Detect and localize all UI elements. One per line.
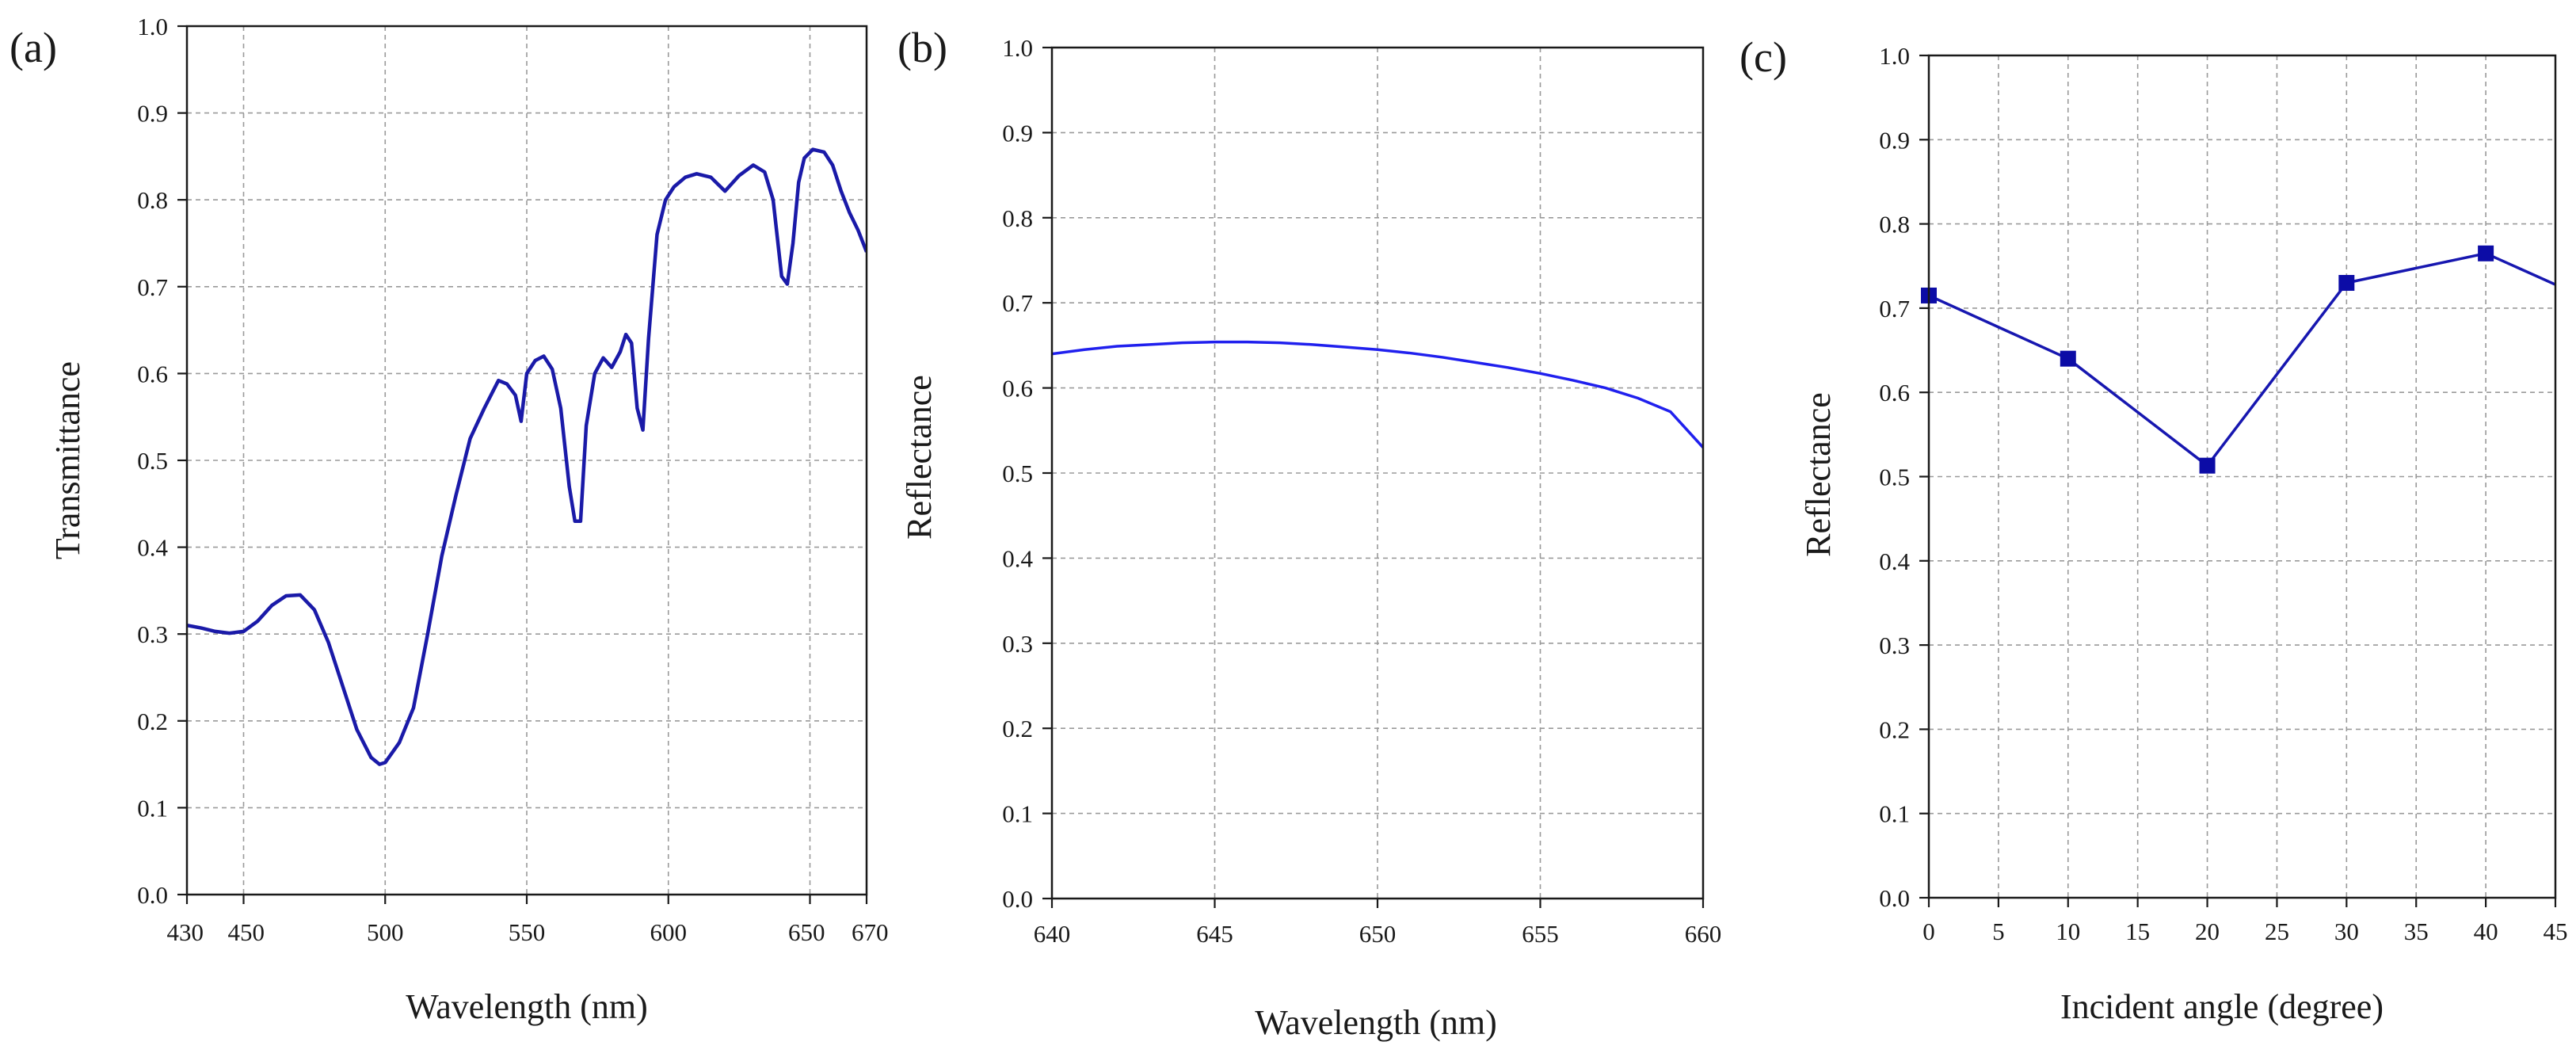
x-tick-label: 650 [1359, 920, 1397, 948]
y-tick-label: 0.7 [137, 273, 168, 301]
x-tick-label: 40 [2474, 918, 2498, 945]
panel-c: 0.0 0.1 0.2 0.3 0.4 0.5 0.6 0.7 0.8 0.9 1.0 0 5 10 15 2… [1740, 33, 2568, 1026]
y-tick-label: 0.9 [137, 100, 168, 128]
y-axis-label: Reflectance [1799, 392, 1838, 557]
x-tick-label: 10 [2056, 918, 2080, 945]
y-tick-label: 0.7 [1879, 295, 1910, 322]
data-point-marker [2199, 457, 2216, 474]
y-tick-label: 0.5 [1879, 464, 1910, 491]
series-line-c [1929, 252, 2555, 467]
x-tick-label: 430 [167, 918, 204, 946]
y-tick-label: 0.7 [1002, 289, 1033, 317]
y-tick-label: 0.3 [1002, 630, 1033, 658]
y-tick-label: 0.3 [137, 620, 168, 648]
y-tick-label: 1.0 [1002, 34, 1033, 62]
x-tick-label: 640 [1034, 920, 1071, 948]
x-tick-label: 670 [852, 918, 889, 946]
x-tick-label: 660 [1685, 920, 1722, 948]
y-tick-label: 0.0 [137, 881, 168, 909]
y-tick-label: 0.1 [1002, 800, 1033, 828]
data-point-marker [2338, 275, 2355, 292]
x-axis-label: Wavelength (nm) [1255, 1003, 1497, 1042]
data-point-marker [2060, 350, 2076, 367]
y-tick-label: 1.0 [1879, 42, 1910, 70]
y-tick-label: 0.8 [1879, 211, 1910, 238]
x-tick-label: 450 [228, 918, 265, 946]
x-tick-label: 30 [2334, 918, 2359, 945]
panel-label-b: (b) [897, 24, 947, 71]
y-tick-label: 0.6 [1879, 379, 1910, 406]
x-tick-label: 35 [2404, 918, 2429, 945]
y-tick-label: 0.8 [137, 186, 168, 214]
grid-c [1929, 55, 2555, 898]
x-tick-label: 600 [650, 918, 688, 946]
y-tick-label: 0.5 [137, 447, 168, 475]
y-axis-label: Reflectance [900, 375, 939, 540]
panel-b: 0.0 0.1 0.2 0.3 0.4 0.5 0.6 0.7 0.8 0.9 1.0 640 645 6… [897, 24, 1721, 1042]
y-tick-label: 0.0 [1002, 885, 1033, 913]
y-tick-label: 0.6 [137, 360, 168, 387]
panel-a: 0.0 0.1 0.2 0.3 0.4 0.5 0.6 0.7 0.8 0.9 1.0 430 450 5… [10, 13, 889, 1026]
x-axis-label: Wavelength (nm) [406, 987, 648, 1026]
y-tick-label: 0.4 [137, 534, 168, 562]
y-tick-label: 0.4 [1002, 544, 1033, 572]
panel-label-c: (c) [1740, 33, 1787, 81]
x-tick-label: 45 [2544, 918, 2568, 945]
data-point-marker [2478, 245, 2494, 261]
y-axis-label: Transmittance [48, 361, 87, 559]
y-tick-label: 0.2 [1879, 715, 1910, 743]
y-tick-label: 0.8 [1002, 204, 1033, 232]
y-tick-label: 0.0 [1879, 884, 1910, 912]
x-tick-label: 550 [509, 918, 546, 946]
x-tick-label: 15 [2125, 918, 2150, 945]
x-tick-label: 25 [2265, 918, 2289, 945]
panel-label-a: (a) [10, 24, 57, 71]
y-tick-label: 0.9 [1879, 126, 1910, 154]
x-tick-label: 655 [1522, 920, 1559, 948]
x-tick-label: 0 [1922, 918, 1935, 945]
x-tick-label: 5 [1992, 918, 2005, 945]
x-tick-label: 650 [788, 918, 825, 946]
x-tick-label: 20 [2195, 918, 2220, 945]
y-tick-label: 0.5 [1002, 460, 1033, 487]
series-line-a [187, 147, 867, 766]
y-tick-label: 0.3 [1879, 632, 1910, 659]
x-tick-label: 500 [367, 918, 404, 946]
y-tick-label: 0.2 [137, 708, 168, 735]
series-line-b [1052, 340, 1703, 448]
y-tick-label: 0.2 [1002, 715, 1033, 742]
x-tick-label: 645 [1196, 920, 1233, 948]
y-tick-label: 0.1 [137, 794, 168, 822]
grid-a [187, 26, 867, 895]
y-tick-label: 0.4 [1879, 548, 1910, 575]
y-tick-label: 1.0 [137, 13, 168, 40]
y-tick-label: 0.9 [1002, 119, 1033, 147]
grid-b [1052, 48, 1703, 899]
y-tick-label: 0.1 [1879, 800, 1910, 828]
x-axis-label: Incident angle (degree) [2060, 987, 2384, 1026]
y-tick-label: 0.6 [1002, 375, 1033, 403]
